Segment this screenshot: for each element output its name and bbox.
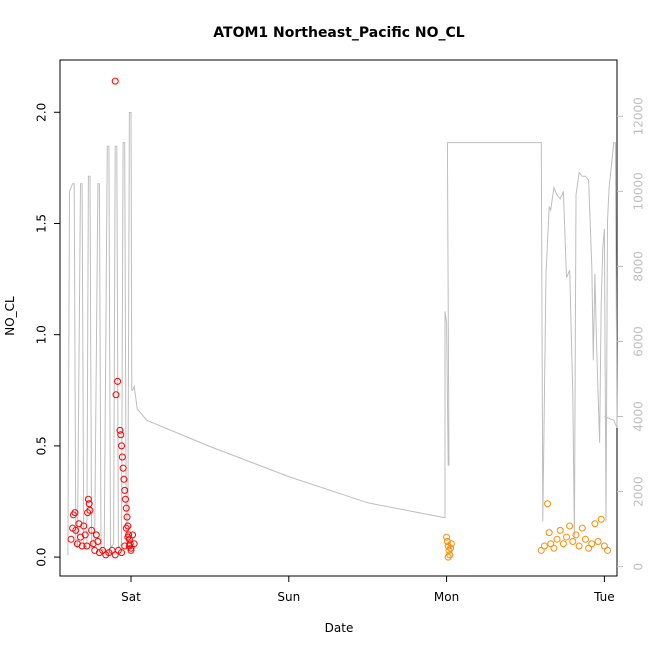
- data-point: [578, 524, 586, 532]
- data-point: [443, 533, 451, 541]
- right-tick-label: 12000: [632, 97, 646, 135]
- data-point: [121, 486, 129, 494]
- data-point: [120, 475, 128, 483]
- x-axis-label: Date: [325, 621, 354, 635]
- data-point: [84, 509, 92, 517]
- data-point: [594, 538, 602, 546]
- data-point: [112, 391, 120, 399]
- data-point: [544, 500, 552, 508]
- data-point: [88, 526, 96, 534]
- data-point: [122, 504, 130, 512]
- data-point: [92, 531, 100, 539]
- x-tick-label: Mon: [434, 590, 459, 604]
- data-point: [581, 535, 589, 543]
- data-point: [111, 77, 119, 85]
- y-tick-label: 1.0: [35, 325, 49, 344]
- data-point: [127, 546, 135, 554]
- data-point: [604, 546, 612, 554]
- data-point: [118, 549, 126, 557]
- data-point: [447, 544, 455, 552]
- data-point: [550, 544, 558, 552]
- data-point: [540, 542, 548, 550]
- plot-box: [59, 59, 618, 577]
- data-point: [81, 531, 89, 539]
- data-point: [591, 520, 599, 528]
- data-point: [85, 500, 93, 508]
- data-point: [116, 426, 124, 434]
- data-point: [559, 540, 567, 548]
- data-point: [575, 542, 583, 550]
- right-tick-label: 2000: [632, 476, 646, 507]
- data-point: [563, 533, 571, 541]
- data-point: [94, 538, 102, 546]
- y-tick-label: 0.0: [35, 548, 49, 567]
- data-point: [443, 538, 451, 546]
- data-point: [123, 513, 131, 521]
- right-axis: 0 2000 4000 6000 8000 10000 12000: [617, 97, 646, 570]
- x-tick-label: Sun: [277, 590, 300, 604]
- right-tick-label: 4000: [632, 401, 646, 432]
- right-tick-label: 6000: [632, 326, 646, 357]
- line-series: [67, 112, 618, 556]
- y-tick-label: 1.5: [35, 214, 49, 233]
- data-point: [545, 529, 553, 537]
- right-tick-label: 10000: [632, 172, 646, 210]
- x-tick-label: Sat: [121, 590, 141, 604]
- data-point: [125, 531, 133, 539]
- right-tick-label: 0: [632, 563, 646, 571]
- data-point: [127, 544, 135, 552]
- data-point: [572, 531, 580, 539]
- data-point: [121, 495, 129, 503]
- y-axis-label: NO_CL: [3, 296, 17, 336]
- bottom-axis: Sat Sun Mon Tue: [121, 576, 615, 604]
- data-point: [83, 542, 91, 550]
- data-point: [84, 495, 92, 503]
- data-point: [119, 464, 127, 472]
- series-line: [67, 112, 618, 556]
- data-point: [124, 522, 132, 530]
- data-point: [72, 526, 80, 534]
- data-point: [569, 538, 577, 546]
- data-point: [117, 431, 125, 439]
- data-point: [444, 553, 452, 561]
- data-point: [553, 535, 561, 543]
- x-tick-label: Tue: [593, 590, 615, 604]
- data-point: [67, 535, 75, 543]
- data-point: [447, 540, 455, 548]
- data-point: [566, 522, 574, 530]
- data-point: [556, 526, 564, 534]
- chart-title: ATOM1 Northeast_Pacific NO_CL: [213, 25, 464, 41]
- data-point: [125, 535, 133, 543]
- data-point: [86, 506, 94, 514]
- y-tick-label: 0.5: [35, 436, 49, 455]
- data-point: [126, 540, 134, 548]
- right-tick-label: 8000: [632, 251, 646, 282]
- data-point: [114, 377, 122, 385]
- data-point: [118, 442, 126, 450]
- point-series: [67, 77, 612, 561]
- data-point: [80, 522, 88, 530]
- y-tick-label: 2.0: [35, 103, 49, 122]
- data-point: [597, 515, 605, 523]
- data-point: [71, 509, 79, 517]
- data-point: [78, 542, 86, 550]
- data-point: [118, 453, 126, 461]
- data-point: [588, 540, 596, 548]
- left-axis: 0.0 0.5 1.0 1.5 2.0: [35, 103, 60, 567]
